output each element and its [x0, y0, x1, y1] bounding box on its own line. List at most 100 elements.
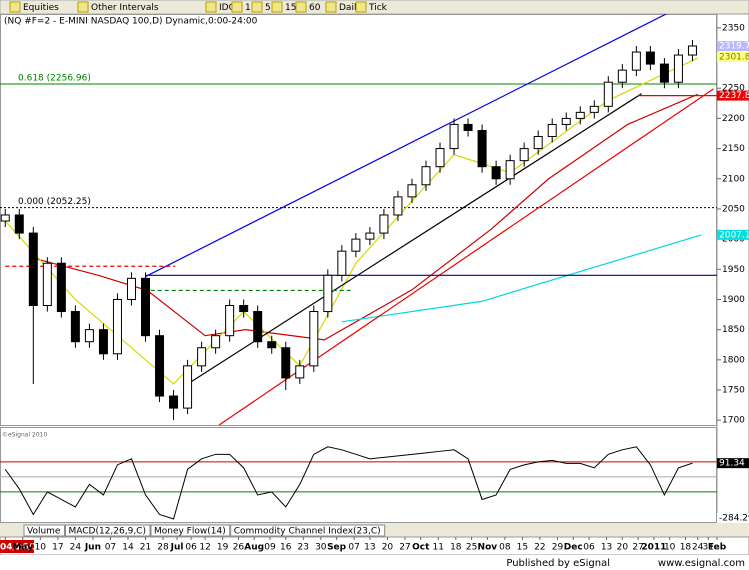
layer: [0, 39, 697, 421]
y-tick-label: 1750: [722, 385, 745, 395]
date-highlight: [0, 540, 34, 553]
toolbar-label[interactable]: Daily: [339, 3, 362, 13]
toolbar-button[interactable]: [271, 1, 283, 13]
toolbar-button[interactable]: [325, 1, 337, 13]
x-tick-label: 15: [517, 543, 528, 553]
footer-url: www.esignal.com: [658, 558, 745, 569]
toolbar-label[interactable]: 1: [245, 3, 251, 13]
x-tick-label: 19: [217, 543, 229, 553]
toolbar-button[interactable]: [205, 1, 217, 13]
candle-body: [631, 51, 641, 71]
candle-body: [519, 148, 529, 162]
x-tick-label: 09: [264, 543, 276, 553]
toolbar-items: Equities Other Intervals IDC 1 5 15 60 Daily Tic…: [9, 1, 388, 13]
layer: 0.618 (2256.96) 0.000 (2052.25): [0, 74, 717, 209]
toolbar-button[interactable]: [251, 1, 263, 13]
toolbar-button[interactable]: [295, 1, 307, 13]
candle-body: [491, 166, 501, 180]
tab-label[interactable]: MACD(12,26,9,C): [68, 527, 146, 537]
candle-body: [28, 232, 38, 307]
x-tick-label: 18: [680, 543, 692, 553]
candle-body: [126, 277, 136, 300]
candle-body: [197, 347, 207, 367]
y-tick-label: 2200: [722, 114, 745, 124]
candle-body: [309, 311, 319, 367]
y-tick-label: 2350: [722, 23, 745, 33]
toolbar-button[interactable]: [77, 1, 89, 13]
copyright: ©eSignal 2010: [2, 432, 47, 439]
price-tag-label: 2007.1: [719, 230, 749, 240]
overlay-line: [145, 14, 667, 278]
x-tick-label: 04/26/10: [0, 543, 44, 553]
candle-body: [84, 329, 94, 343]
candle-body: [603, 81, 613, 107]
price-tag-label: 2301.83: [719, 52, 749, 62]
x-tick-label: 27: [632, 543, 643, 553]
candle-body: [281, 347, 291, 379]
x-tick-label: May: [12, 543, 33, 553]
candle-body: [141, 277, 151, 337]
footer: [0, 555, 749, 570]
toolbar-button[interactable]: [355, 1, 367, 13]
candle-body: [575, 111, 585, 119]
toolbar-label[interactable]: IDC: [219, 3, 235, 13]
candle-body: [351, 238, 361, 252]
x-tick-label: 10: [664, 543, 676, 553]
x-tick-label: 17: [52, 543, 63, 553]
toolbar-label[interactable]: 60: [309, 3, 321, 13]
x-tick-label: 16: [280, 543, 292, 553]
candle-body: [589, 105, 599, 113]
x-tick-label: Feb: [708, 543, 727, 553]
candle-body: [337, 250, 347, 276]
x-tick-label: 21: [140, 543, 151, 553]
toolbar-label[interactable]: Other Intervals: [91, 3, 159, 13]
toolbar-button[interactable]: [9, 1, 21, 13]
toolbar-label[interactable]: 15: [285, 3, 296, 13]
candle-body: [463, 123, 473, 131]
layer: [0, 446, 717, 520]
toolbar-label[interactable]: Equities: [23, 3, 59, 13]
x-tick-label: Oct: [412, 543, 430, 553]
tab-label[interactable]: Volume: [27, 527, 61, 537]
y-tick-label: 1850: [722, 325, 745, 335]
tab-label[interactable]: Commodity Channel Index(23,C): [234, 527, 381, 537]
chart-title: (NQ #F=2 - E-MINI NASDAQ 100,D) Dynamic,…: [4, 17, 258, 27]
x-tick-label: 06: [185, 543, 197, 553]
price-tag: [717, 229, 749, 240]
y-tick-label: 1800: [722, 355, 745, 365]
x-tick-label: 14: [122, 543, 134, 553]
y-tick-label: 2050: [722, 204, 745, 214]
tab[interactable]: [150, 524, 231, 537]
candle-body: [379, 214, 389, 234]
cci-tag: [717, 458, 749, 469]
cci-tag: [717, 513, 749, 523]
candle-body: [0, 214, 10, 222]
candle-body: [295, 365, 305, 379]
x-tick-label: 30: [315, 543, 327, 553]
toolbar-label[interactable]: 5: [265, 3, 271, 13]
tab[interactable]: [23, 524, 65, 537]
candle-body: [14, 214, 24, 234]
x-tick-label: 23: [298, 543, 309, 553]
toolbar-button[interactable]: [231, 1, 243, 13]
tab[interactable]: [230, 524, 386, 537]
x-tick-label: 31: [703, 543, 714, 553]
candle-body: [505, 160, 515, 180]
candle-body: [42, 262, 52, 307]
candle-body: [407, 184, 417, 198]
candle-body: [449, 123, 459, 150]
candle-body: [477, 129, 487, 168]
price-tag: [717, 51, 749, 62]
x-tick-label: 12: [199, 543, 210, 553]
x-tick-label: Aug: [244, 543, 264, 553]
candle-body: [56, 262, 66, 313]
tab-label[interactable]: Money Flow(14): [154, 527, 226, 537]
x-tick-label: Jul: [170, 543, 184, 553]
candle-body: [267, 341, 277, 349]
candle-body: [659, 63, 669, 83]
tab[interactable]: [64, 524, 151, 537]
toolbar-label[interactable]: Tick: [368, 3, 388, 13]
candle-body: [98, 329, 108, 355]
